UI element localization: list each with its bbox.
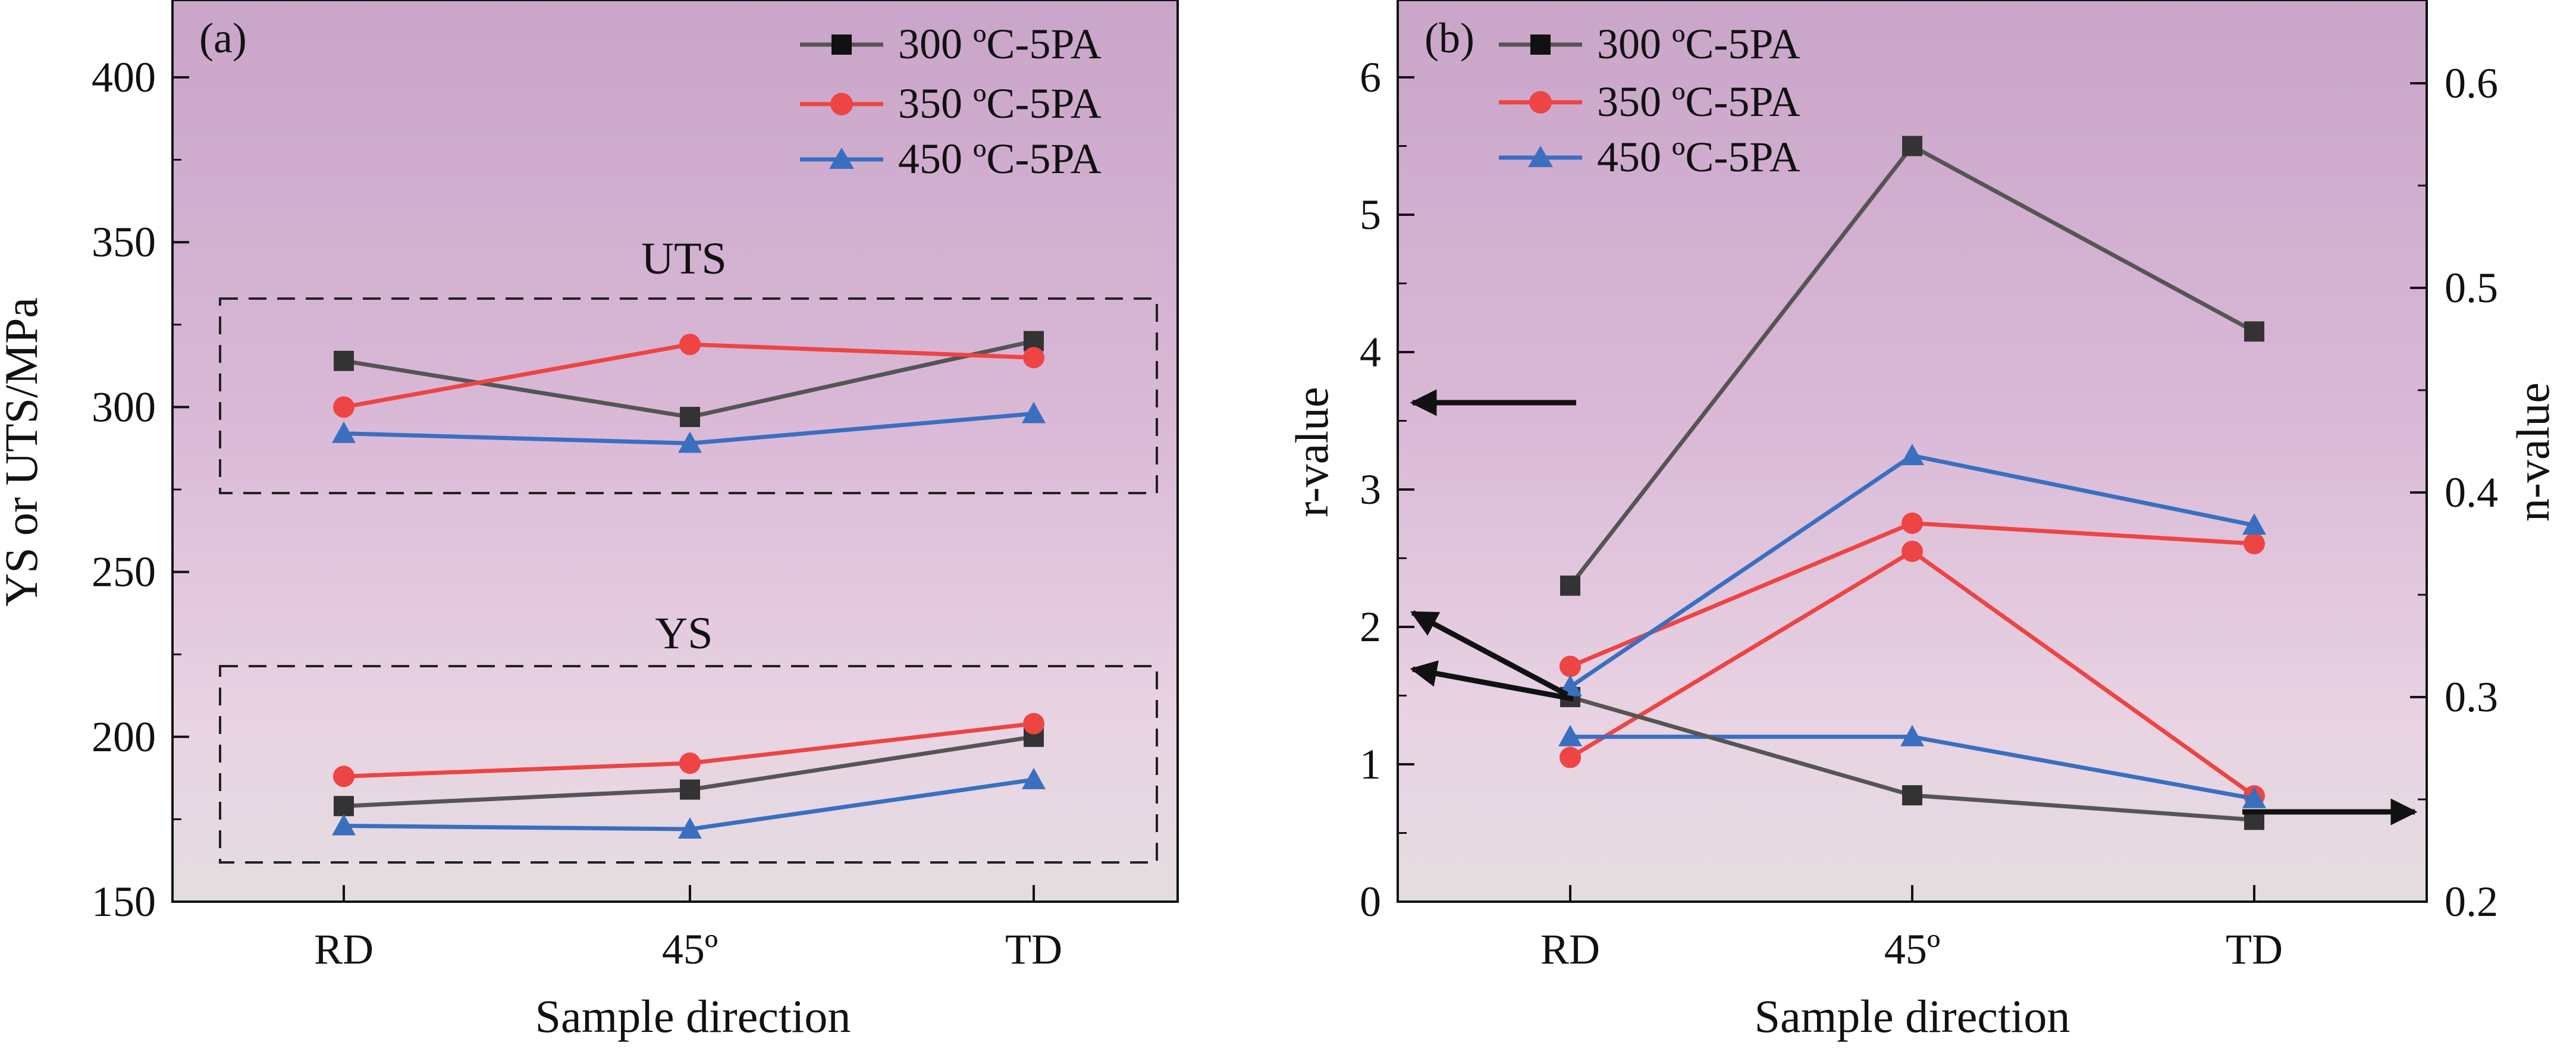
ytick-label: 1: [1360, 740, 1381, 788]
point-r-value-450-TD: [2242, 786, 2266, 808]
legend-b: 300 ºC-5PA 350 ºC-5PA 450 ºC-5PA: [1499, 20, 1800, 181]
point-r-value-300-45º: [1902, 136, 1922, 156]
point-UTS-300-RD: [334, 350, 354, 371]
legend-item-300-b: 300 ºC-5PA: [1499, 20, 1800, 68]
ytick-label: 4: [1360, 328, 1381, 376]
legend-item-300-a: 300 ºC-5PA: [800, 20, 1102, 68]
svg-text:450 ºC-5PA: 450 ºC-5PA: [1597, 133, 1800, 181]
point-UTS-450-TD: [1022, 401, 1046, 423]
xtick-label: RD: [1540, 925, 1600, 973]
ytick-right-label: 0.6: [2445, 59, 2498, 107]
point-YS-450-TD: [1022, 767, 1046, 789]
panel-a: (a) UTS YS 150 200 250 300 350 400 RD 45º TD 300…: [0, 0, 1179, 1042]
series-a: [332, 331, 1046, 839]
uts-box: [219, 297, 1158, 494]
point-r-value-450-45º: [1900, 724, 1924, 746]
arrow-to-left-axis-2: [1410, 660, 1574, 702]
series-b: [1558, 136, 2266, 830]
point-YS-300-RD: [334, 796, 354, 817]
point-n-value-350-45º: [1902, 512, 1923, 534]
ytick-label: 350: [92, 218, 156, 266]
xlabel-a: Sample direction: [535, 990, 851, 1042]
svg-text:450 ºC-5PA: 450 ºC-5PA: [898, 135, 1102, 183]
ytick-right-label: 0.2: [2445, 878, 2498, 925]
plot-area-a: [171, 0, 1179, 903]
point-n-value-350-TD: [2244, 533, 2265, 554]
ytick-label: 200: [92, 713, 156, 761]
xtick-label: 45º: [1884, 925, 1940, 973]
point-n-value-350-RD: [1560, 655, 1581, 677]
ylabel-a: YS or UTS/MPa: [0, 297, 47, 607]
point-UTS-450-45º: [678, 431, 702, 453]
point-r-value-300-RD: [1560, 575, 1580, 596]
ytick-label: 6: [1360, 54, 1381, 101]
xtick-label: 45º: [662, 925, 718, 973]
ytick-label: 5: [1360, 191, 1381, 239]
legend-item-450-a: 450 ºC-5PA: [800, 135, 1102, 183]
point-YS-450-RD: [332, 814, 356, 836]
ytick-label: 300: [92, 383, 156, 431]
point-UTS-350-RD: [333, 396, 354, 418]
svg-text:350 ºC-5PA: 350 ºC-5PA: [1597, 78, 1800, 125]
xtick-label: TD: [1005, 925, 1062, 973]
ytick-right-label: 0.3: [2445, 673, 2498, 721]
legend-item-350-b: 350 ºC-5PA: [1499, 78, 1800, 125]
svg-text:350 ºC-5PA: 350 ºC-5PA: [898, 80, 1102, 127]
svg-text:300 ºC-5PA: 300 ºC-5PA: [898, 20, 1102, 68]
point-UTS-300-45º: [680, 407, 700, 428]
point-YS-350-RD: [333, 765, 354, 787]
point-r-value-450-RD: [1558, 724, 1582, 746]
ys-label: YS: [655, 608, 713, 658]
axes-b: 0 1 2 3 4 5 6 RD 45º TD 0.2 0.3 0.4 0.5 0.6: [1360, 54, 2498, 973]
panel-label-b: (b): [1425, 14, 1474, 62]
ytick-label: 3: [1360, 466, 1381, 513]
point-n-value-450-TD: [2242, 513, 2266, 535]
point-YS-450-45º: [678, 817, 702, 839]
point-UTS-350-TD: [1023, 347, 1044, 369]
point-YS-350-45º: [679, 752, 701, 774]
ytick-label: 400: [92, 54, 156, 101]
arrow-to-left-axis-3: [1410, 610, 1569, 697]
ylabel-right-b: n-value: [2507, 382, 2559, 522]
panel-b: (b) 0 1 2 3 4 5 6 RD 45º TD 0.2 0.3 0.4 0.5 0.6 300 ºC…: [1286, 0, 2559, 1042]
point-YS-300-45º: [680, 779, 700, 800]
point-r-value-300-TD: [2244, 321, 2264, 342]
xtick-label: RD: [314, 925, 374, 973]
ytick-label: 150: [92, 878, 156, 925]
xtick-label: TD: [2226, 925, 2283, 973]
point-UTS-350-45º: [679, 334, 701, 356]
panel-label-a: (a): [199, 14, 247, 62]
point-n-value-450-45º: [1900, 444, 1924, 466]
legend-item-350-a: 350 ºC-5PA: [800, 80, 1102, 127]
uts-label: UTS: [641, 234, 727, 284]
point-n-value-300-45º: [1902, 785, 1922, 806]
ylabel-b: r-value: [1286, 387, 1338, 517]
point-r-value-350-RD: [1560, 746, 1581, 768]
ytick-label: 0: [1360, 878, 1381, 925]
axis-arrows-b: [1410, 389, 2418, 826]
legend-item-450-b: 450 ºC-5PA: [1499, 133, 1800, 181]
ytick-label: 250: [92, 548, 156, 596]
ys-box: [219, 665, 1158, 864]
ytick-right-label: 0.5: [2445, 264, 2498, 312]
legend-a: 300 ºC-5PA 350 ºC-5PA 450 ºC-5PA: [800, 20, 1102, 183]
point-r-value-350-45º: [1902, 540, 1923, 562]
ytick-right-label: 0.4: [2445, 469, 2498, 516]
point-YS-350-TD: [1023, 713, 1044, 735]
svg-text:300 ºC-5PA: 300 ºC-5PA: [1597, 20, 1800, 68]
point-UTS-450-RD: [332, 421, 356, 443]
axes-a: 150 200 250 300 350 400 RD 45º TD: [92, 54, 1062, 973]
ytick-label: 2: [1360, 603, 1381, 651]
xlabel-b: Sample direction: [1755, 990, 2070, 1042]
